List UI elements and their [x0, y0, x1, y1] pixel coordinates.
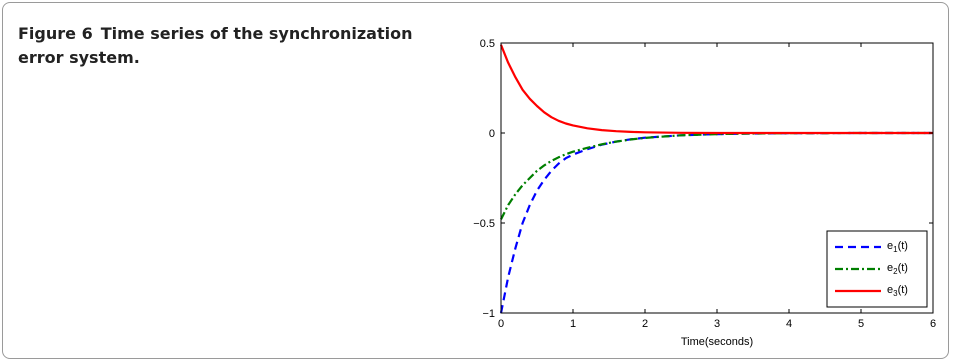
y-tick-label: −1 [482, 308, 495, 320]
series-line-e3 [499, 44, 933, 135]
series-line-e2 [500, 131, 933, 220]
legend-label-e2: e2(t) [887, 262, 908, 276]
x-tick-label: 1 [570, 318, 576, 330]
x-tick-label: 0 [498, 318, 504, 330]
x-tick-label: 3 [714, 318, 720, 330]
figure-frame [2, 2, 949, 359]
x-axis-label: Time(seconds) [681, 336, 753, 348]
x-tick-label: 2 [642, 318, 648, 330]
x-tick-label: 6 [930, 318, 936, 330]
legend-box [826, 230, 928, 308]
legend: e1(t) e2(t) e3(t) [826, 230, 928, 308]
y-tick-label: −0.5 [473, 218, 495, 230]
legend-label-e3: e3(t) [887, 284, 908, 298]
legend-label-e1: e1(t) [887, 240, 908, 254]
y-tick-label: 0.5 [480, 38, 495, 50]
x-tick-label: 4 [786, 318, 792, 330]
figure-caption: Figure 6 Time series of the synchronizati… [18, 22, 458, 70]
caption-text: Time series of the synchronization error… [18, 24, 413, 67]
figure-label: Figure 6 [18, 24, 93, 43]
y-tick-label: 0 [489, 128, 495, 140]
x-tick-label: 5 [858, 318, 864, 330]
